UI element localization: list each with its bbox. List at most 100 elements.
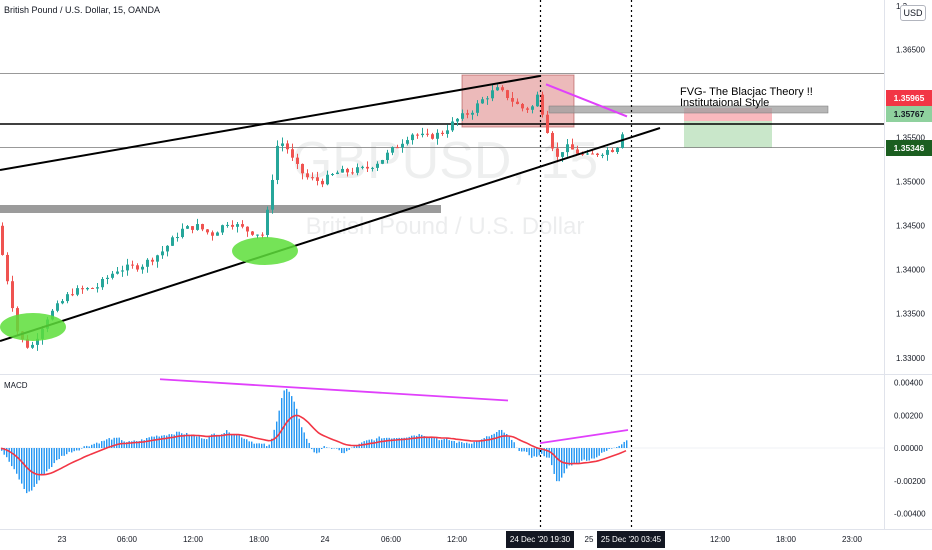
macd-hist-bar <box>193 435 195 448</box>
macd-hist-bar <box>186 432 188 448</box>
fvg-zone-bar <box>548 105 829 114</box>
candle-body <box>576 149 579 154</box>
macd-hist-bar <box>521 448 523 452</box>
macd-hist-bar <box>168 434 170 448</box>
candle-body <box>611 150 614 152</box>
macd-hist-bar <box>173 434 175 448</box>
time-tick-label: 06:00 <box>117 535 138 544</box>
macd-hist-bar <box>41 448 43 476</box>
candle-body <box>466 113 469 115</box>
candle-body <box>201 224 204 230</box>
macd-hist-bar <box>108 438 110 448</box>
macd-hist-bar <box>606 448 608 451</box>
macd-hist-bar <box>93 443 95 448</box>
candle-body <box>91 287 94 289</box>
macd-hist-bar <box>43 448 45 475</box>
macd-hist-bar <box>321 448 323 449</box>
macd-hist-bar <box>258 443 260 448</box>
macd-hist-bar <box>456 442 458 448</box>
macd-hist-bar <box>451 440 453 448</box>
candle-body <box>341 168 344 173</box>
macd-hist-bar <box>416 435 418 448</box>
macd-hist-bar <box>491 434 493 448</box>
macd-hist-bar <box>103 440 105 448</box>
macd-hist-bar <box>203 438 205 448</box>
candle-body <box>61 301 64 304</box>
macd-hist-bar <box>466 442 468 448</box>
macd-divergence-line-1 <box>159 378 509 402</box>
macd-hist-bar <box>476 440 478 448</box>
candle-body <box>406 140 409 144</box>
macd-hist-bar <box>523 448 525 452</box>
macd-hist-bar <box>73 448 75 452</box>
macd-hist-bar <box>326 447 328 448</box>
candle-body <box>606 150 609 155</box>
macd-hist-bar <box>281 398 283 448</box>
macd-signal-line <box>0 414 627 476</box>
candle-body <box>356 167 359 173</box>
candle-body <box>241 224 244 227</box>
macd-hist-bar <box>71 448 73 453</box>
candle-body <box>206 229 209 233</box>
macd-pane: MACD <box>0 378 884 494</box>
macd-hist-bar <box>598 448 600 456</box>
time-tick-label: 24 <box>321 535 330 544</box>
candle-body <box>396 147 399 149</box>
macd-hist-bar <box>46 448 48 472</box>
candle-body <box>151 259 154 262</box>
price-tick-label: 1.35500 <box>896 134 925 143</box>
macd-hist-bar <box>348 448 350 450</box>
macd-hist-bar <box>623 441 625 448</box>
macd-hist-bar <box>236 434 238 448</box>
macd-hist-bar <box>181 433 183 448</box>
macd-hist-bar <box>233 434 235 448</box>
macd-hist-bar <box>63 448 65 456</box>
macd-hist-bar <box>213 433 215 448</box>
macd-hist-bar <box>143 440 145 448</box>
macd-hist-bar <box>541 448 543 454</box>
candle-body <box>216 232 219 236</box>
macd-hist-bar <box>291 396 293 448</box>
macd-hist-bar <box>398 437 400 448</box>
price-tick-label: 1.33000 <box>896 354 925 363</box>
demand-zone-bar <box>0 205 441 213</box>
macd-hist-bar <box>341 448 343 454</box>
macd-hist-bar <box>88 446 90 448</box>
currency-button[interactable]: USD <box>900 5 926 21</box>
macd-hist-bar <box>473 441 475 448</box>
macd-hist-bar <box>513 442 515 448</box>
macd-hist-bar <box>221 434 223 448</box>
price-tick-label: 1.35000 <box>896 178 925 187</box>
upper-trend-line <box>0 75 541 171</box>
macd-hist-bar <box>208 436 210 448</box>
macd-hist-bar <box>31 448 33 491</box>
macd-hist-bar <box>573 448 575 464</box>
candle-body <box>581 153 584 155</box>
macd-hist-bar <box>153 436 155 448</box>
candle-body <box>231 224 234 227</box>
macd-hist-bar <box>413 435 415 448</box>
macd-hist-bar <box>176 431 178 448</box>
macd-hist-bar <box>611 448 613 449</box>
candle-body <box>296 157 299 164</box>
candle-body <box>596 153 599 156</box>
macd-hist-bar <box>211 434 213 448</box>
macd-hist-bar <box>616 447 618 448</box>
macd-hist-bar <box>548 448 550 458</box>
candle-body <box>66 294 69 302</box>
macd-hist-bar <box>261 443 263 448</box>
macd-hist-bar <box>96 442 98 448</box>
candle-body <box>26 339 29 348</box>
candle-body <box>571 144 574 150</box>
macd-hist-bar <box>141 439 143 448</box>
macd-hist-bar <box>428 437 430 448</box>
lower-trend-line <box>0 127 661 342</box>
macd-hist-bar <box>551 448 553 466</box>
macd-hist-bar <box>283 390 285 448</box>
macd-tick-label: 0.00400 <box>894 379 923 388</box>
macd-hist-bar <box>531 448 533 458</box>
time-tick-label: 06:00 <box>381 535 402 544</box>
candle-body <box>431 134 434 139</box>
candle-body <box>246 226 249 232</box>
